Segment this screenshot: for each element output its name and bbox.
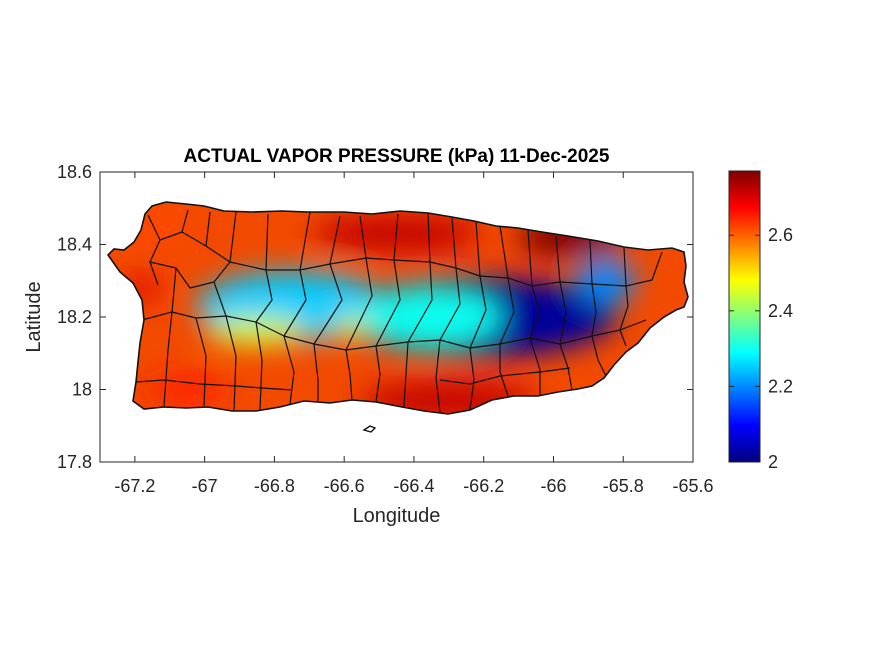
colorbar-tick-label: 2.4 <box>768 301 793 321</box>
y-tick-label: 18.4 <box>57 235 92 255</box>
colorbar-tick-label: 2.2 <box>768 376 793 396</box>
municipality-boundary <box>345 257 373 351</box>
x-tick-label: -66 <box>540 476 566 496</box>
x-tick-label: -65.8 <box>603 476 644 496</box>
municipality-boundary <box>213 281 227 317</box>
municipality-boundary <box>149 261 231 289</box>
x-axis-label: Longitude <box>353 505 441 527</box>
municipality-boundaries <box>135 209 663 413</box>
municipality-boundary <box>529 337 541 395</box>
x-tick-label: -65.6 <box>672 476 713 496</box>
municipality-boundary <box>591 335 607 377</box>
municipality-boundary <box>135 379 293 391</box>
offshore-islet <box>362 425 377 433</box>
municipality-boundary <box>469 275 487 349</box>
chart-title: ACTUAL VAPOR PRESSURE (kPa) 11-Dec-2025 <box>184 146 610 167</box>
colorbar-tick-label: 2 <box>768 452 778 472</box>
colorbar-tick-label: 2.6 <box>768 225 793 245</box>
colorbar <box>728 170 761 463</box>
y-axis-label: Latitude <box>23 281 45 352</box>
x-tick-label: -67 <box>192 476 218 496</box>
municipality-boundary <box>375 345 381 403</box>
municipality-boundary <box>407 261 433 343</box>
municipality-boundary <box>625 251 663 287</box>
colorbar-ticks: 2 2.2 2.4 2.6 <box>729 225 793 472</box>
municipality-boundary <box>313 263 343 345</box>
municipality-boundary <box>147 214 161 286</box>
municipality-boundary <box>163 311 173 407</box>
municipality-boundary <box>403 341 409 407</box>
y-tick-label: 18 <box>72 380 92 400</box>
municipality-boundary <box>255 321 263 411</box>
municipality-boundary <box>499 277 515 345</box>
municipality-boundary <box>529 285 541 339</box>
municipality-boundary <box>435 339 441 413</box>
y-tick-label: 18.6 <box>57 162 92 182</box>
x-tick-label: -66.8 <box>254 476 295 496</box>
municipality-boundary <box>591 283 597 337</box>
y-tick-label: 18.2 <box>57 307 92 327</box>
field-contour-region <box>331 317 372 338</box>
x-tick-label: -66.6 <box>324 476 365 496</box>
municipality-boundary <box>619 285 629 331</box>
municipality-boundary <box>195 317 207 407</box>
municipality-boundary <box>283 269 307 337</box>
x-axis-ticks: -67.2 -67 -66.8 -66.6 -66.4 -66.2 -66 -65.8 -65.… <box>114 172 714 496</box>
municipality-boundary <box>559 281 567 345</box>
x-tick-label: -67.2 <box>114 476 155 496</box>
municipality-boundary <box>439 367 571 385</box>
y-tick-label: 17.8 <box>57 452 92 472</box>
municipality-boundary <box>375 259 401 347</box>
field-contour-region <box>361 289 502 345</box>
municipality-boundary <box>141 311 647 351</box>
municipality-boundary <box>171 267 177 313</box>
field-contour-region <box>147 375 228 404</box>
y-axis-ticks: 17.8 18 18.2 18.4 18.6 <box>57 162 693 472</box>
municipality-boundary <box>225 315 237 411</box>
municipality-boundary <box>283 335 295 405</box>
municipality-boundary <box>469 347 475 411</box>
municipality-boundary <box>313 343 319 401</box>
municipality-boundary <box>439 267 461 341</box>
municipality-boundary <box>619 329 627 347</box>
x-tick-label: -66.2 <box>463 476 504 496</box>
x-tick-label: -66.4 <box>393 476 434 496</box>
municipality-boundary <box>255 269 273 323</box>
municipality-boundary <box>499 344 509 397</box>
municipality-boundary <box>345 349 353 401</box>
